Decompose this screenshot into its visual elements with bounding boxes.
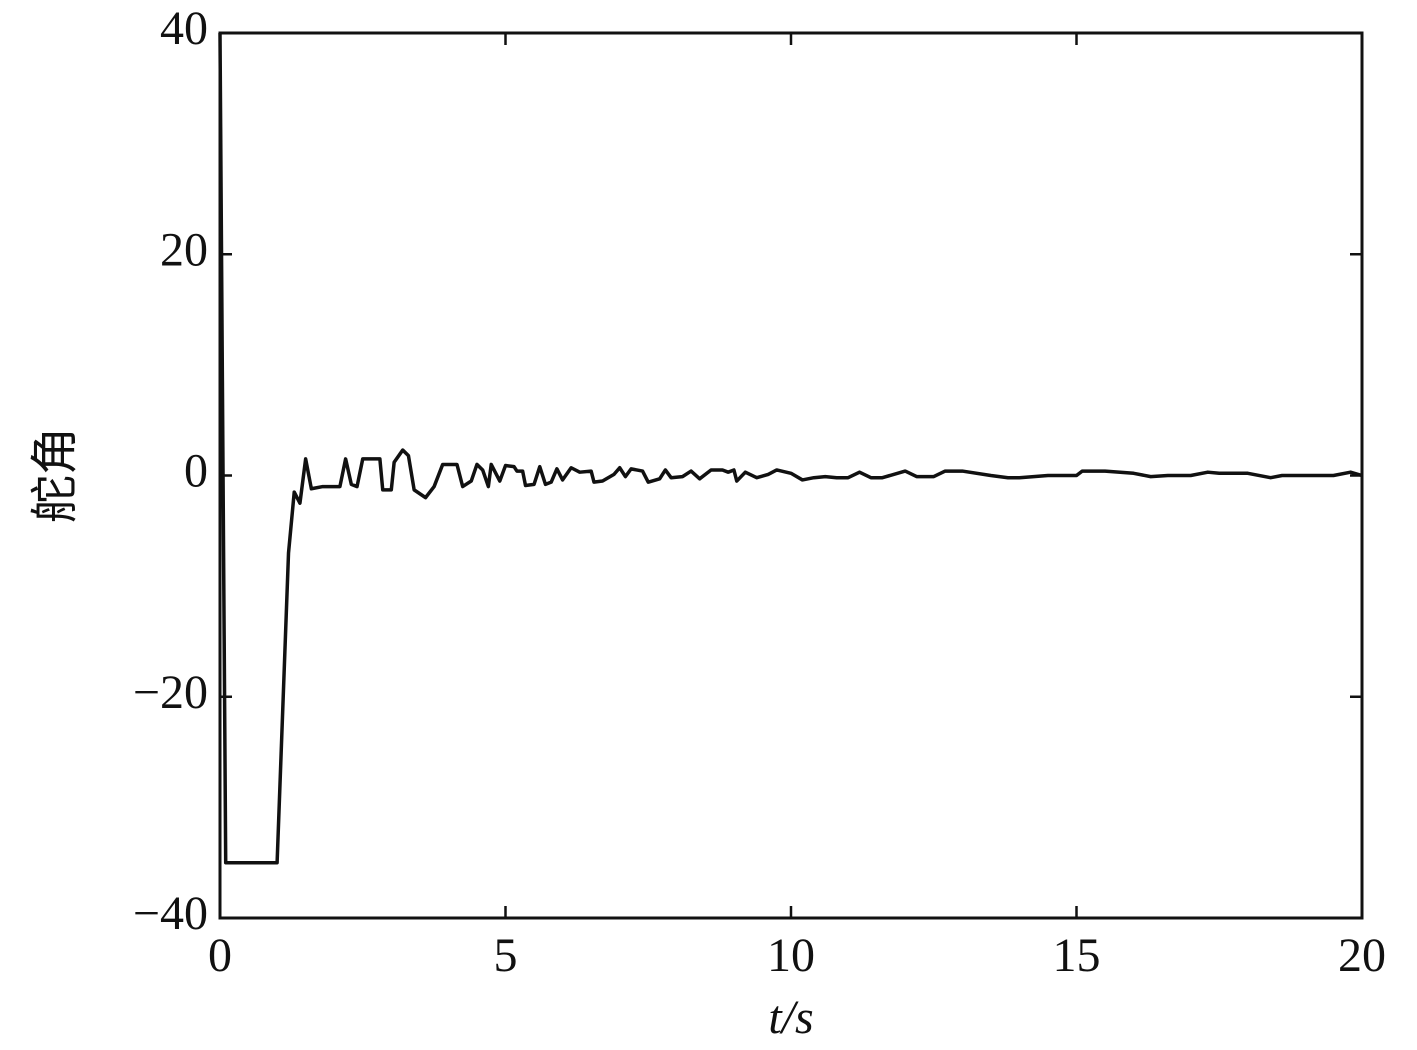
y-tick-label: 40: [160, 2, 208, 55]
x-axis-label: t/s: [768, 991, 813, 1044]
y-axis-label: 舵角: [29, 427, 82, 523]
x-tick-label: 0: [208, 929, 232, 982]
y-tick-label: 20: [160, 223, 208, 276]
x-tick-label: 5: [494, 929, 518, 982]
x-tick-label: 15: [1053, 929, 1101, 982]
y-tick-label: 0: [184, 445, 208, 498]
x-tick-label: 10: [767, 929, 815, 982]
y-tick-label: −40: [133, 887, 208, 940]
x-tick-label: 20: [1338, 929, 1386, 982]
data-line: [218, 32, 1363, 865]
y-tick-label: −20: [133, 666, 208, 719]
